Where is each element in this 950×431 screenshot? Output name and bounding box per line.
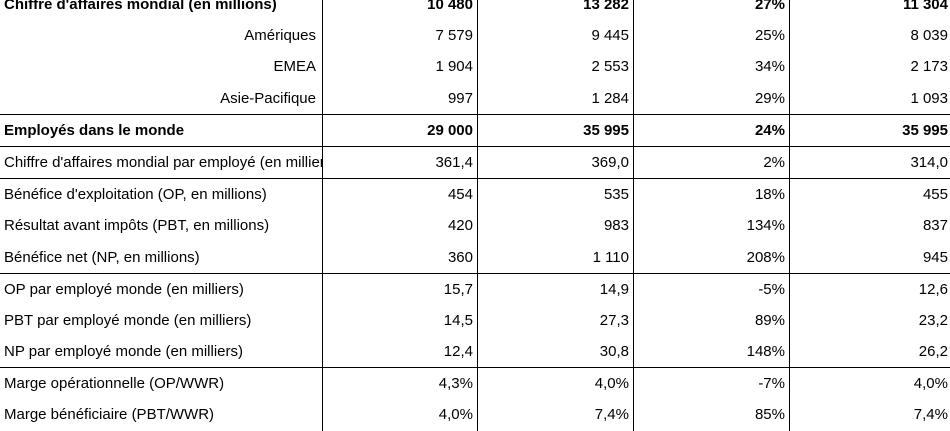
cell-value: 1 110 [592,248,629,266]
row-label: Chiffre d'affaires mondial par employé (… [4,153,322,171]
cell-value: 4,3% [438,375,473,393]
cell-value: 7 579 [435,27,473,45]
table-row: EMEA 1 904 2 553 34% 2 173 [0,51,950,83]
cell-value: 2 553 [591,58,629,76]
cell-value: 983 [603,217,629,235]
cell-value: 134% [746,217,785,235]
cell-value: 85% [754,406,785,424]
cell-value: 1 284 [591,89,629,107]
row-label: Chiffre d'affaires mondial (en millions) [4,0,277,13]
cell-value: 4,0% [438,406,473,424]
cell-value: 12,4 [443,343,473,361]
cell-value: 1 904 [435,58,473,76]
cell-value: 30,8 [599,343,629,361]
cell-value: 18% [754,186,785,204]
cell-value: 24% [754,121,785,139]
cell-value: 837 [922,217,948,235]
cell-value: 8 039 [910,27,948,45]
cell-value: -7% [758,375,785,393]
cell-value: 7,4% [594,406,629,424]
table-row: Résultat avant impôts (PBT, en millions)… [0,210,950,242]
row-label: PBT par employé monde (en milliers) [4,311,252,329]
table-row: Chiffre d'affaires mondial par employé (… [0,145,950,179]
cell-value: 11 304 [902,0,948,13]
cell-value: 15,7 [443,280,473,298]
cell-value: 208% [746,248,785,266]
row-label: Asie-Pacifique [220,89,316,107]
cell-value: 10 480 [427,0,473,13]
table-row: Marge bénéficiaire (PBT/WWR) 4,0% 7,4% 8… [0,399,950,431]
cell-value: 14,9 [599,280,629,298]
cell-value: 29 000 [427,121,473,139]
cell-value: 89% [754,311,785,329]
row-label: NP par employé monde (en milliers) [4,343,243,361]
cell-value: 314,0 [910,153,948,171]
cell-value: 25% [754,27,785,45]
cell-value: 369,0 [591,153,629,171]
cell-value: 360 [447,248,473,266]
cell-value: 27% [754,0,785,13]
table-row: Chiffre d'affaires mondial (en millions)… [0,0,950,21]
cell-value: 4,0% [913,375,948,393]
cell-value: 997 [447,89,473,107]
row-label: OP par employé monde (en milliers) [4,280,244,298]
cell-value: 29% [754,89,785,107]
row-label: Amériques [244,27,316,45]
cell-value: 4,0% [594,375,629,393]
cell-value: 35 995 [583,121,629,139]
cell-value: -5% [758,280,785,298]
table-row: Marge opérationnelle (OP/WWR) 4,3% 4,0% … [0,367,950,400]
table-row: NP par employé monde (en milliers) 12,4 … [0,336,950,368]
table-row: Bénéfice net (NP, en millions) 360 1 110… [0,241,950,273]
table-row: OP par employé monde (en milliers) 15,7 … [0,272,950,305]
table-row: Bénéfice d'exploitation (OP, en millions… [0,178,950,211]
table-row: Asie-Pacifique 997 1 284 29% 1 093 [0,82,950,114]
cell-value: 14,5 [443,311,473,329]
cell-value: 361,4 [435,153,473,171]
cell-value: 7,4% [913,406,948,424]
cell-value: 2 173 [910,58,948,76]
row-label: Bénéfice d'exploitation (OP, en millions… [4,186,267,204]
cell-value: 1 093 [910,89,948,107]
row-label: EMEA [273,58,316,76]
cell-value: 23,2 [918,311,948,329]
cell-value: 420 [447,217,473,235]
row-label: Résultat avant impôts (PBT, en millions) [4,217,270,235]
cell-value: 945 [922,248,948,266]
cell-value: 9 445 [591,27,629,45]
cell-value: 35 995 [902,121,948,139]
table-row: Employés dans le monde 29 000 35 995 24%… [0,113,950,146]
cell-value: 34% [754,58,785,76]
table-row: PBT par employé monde (en milliers) 14,5… [0,304,950,337]
row-label: Bénéfice net (NP, en millions) [4,248,200,266]
cell-value: 148% [746,343,785,361]
cell-value: 454 [447,186,473,204]
row-label: Marge bénéficiaire (PBT/WWR) [4,406,215,424]
row-label: Marge opérationnelle (OP/WWR) [4,375,225,393]
cell-value: 535 [603,186,629,204]
cell-value: 13 282 [583,0,629,13]
cell-value: 2% [763,153,785,171]
cell-value: 12,6 [918,280,948,298]
cell-value: 455 [922,186,948,204]
cell-value: 26,2 [918,343,948,361]
cell-value: 27,3 [599,311,629,329]
row-label: Employés dans le monde [4,121,185,139]
table-row: Amériques 7 579 9 445 25% 8 039 [0,20,950,52]
